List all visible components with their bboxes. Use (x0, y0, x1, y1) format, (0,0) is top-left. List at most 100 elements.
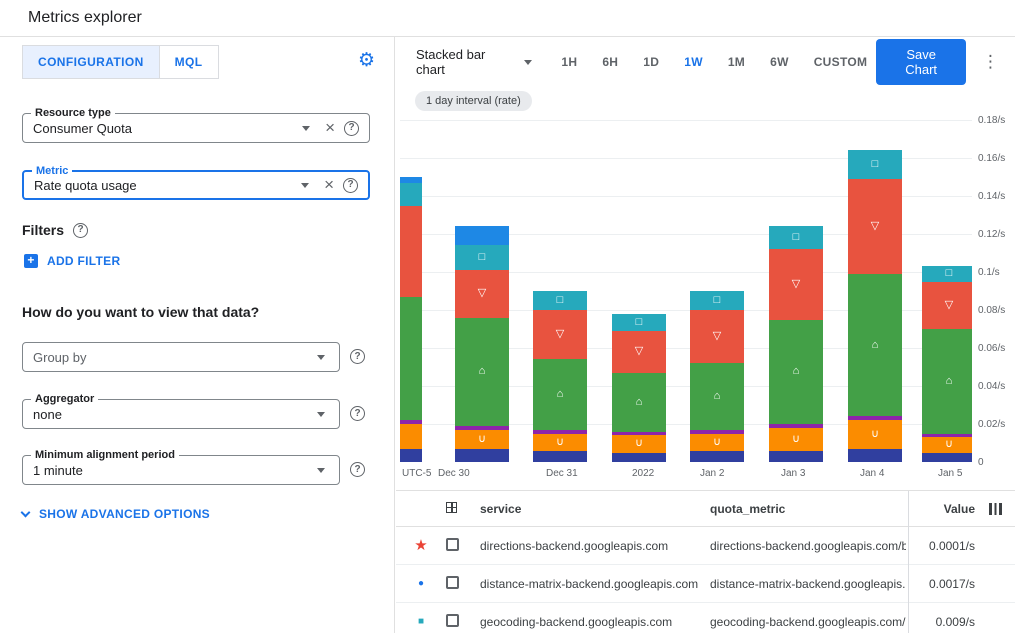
dropdown-caret-icon[interactable] (302, 125, 311, 131)
bar-segment-red[interactable]: ▽ (922, 281, 972, 330)
bar-segment-red[interactable]: ▽ (400, 205, 422, 297)
bar-segment-teal[interactable]: □ (922, 266, 972, 282)
bar-segment-orange[interactable]: ∪ (400, 424, 422, 449)
interval-chip[interactable]: 1 day interval (rate) (415, 91, 532, 111)
time-range-1h[interactable]: 1H (552, 49, 586, 75)
bar-segment-teal[interactable]: □ (848, 150, 902, 179)
help-icon[interactable]: ? (343, 177, 358, 193)
bar-segment-purple[interactable] (455, 425, 509, 430)
bar-segment-green[interactable]: ⌂ (455, 317, 509, 426)
table-row[interactable]: ■ geocoding-backend.googleapis.com geocodi… (396, 603, 1015, 633)
row-checkbox[interactable] (446, 575, 459, 589)
bar-segment-green[interactable]: ⌂ (769, 319, 823, 425)
table-row[interactable]: ★ directions-backend.googleapis.com direct… (396, 527, 1015, 565)
bar-segment-purple[interactable] (848, 416, 902, 421)
alignment-period-select[interactable]: Minimum alignment period 1 minute (22, 448, 340, 485)
bar-segment-navy[interactable] (533, 450, 587, 462)
aggregator-select[interactable]: Aggregator none (22, 392, 340, 429)
bar-segment-green[interactable]: ⌂ (690, 363, 744, 430)
tab-mql[interactable]: MQL (159, 45, 219, 79)
bar-segment-orange[interactable]: ∪ (769, 427, 823, 451)
chart-type-select[interactable]: Stacked bar chart (416, 47, 536, 77)
bar-segment-red[interactable]: ▽ (533, 310, 587, 360)
group-by-select[interactable]: Group by (22, 342, 340, 372)
bar-segment-navy[interactable] (922, 452, 972, 462)
bar-segment-teal[interactable]: □ (455, 245, 509, 271)
bar-segment-green[interactable]: ⌂ (922, 329, 972, 434)
bar-segment-orange[interactable]: ∪ (612, 435, 666, 453)
help-icon[interactable]: ? (350, 349, 365, 364)
bar-segment-red[interactable]: ▽ (769, 249, 823, 320)
table-row[interactable]: ● distance-matrix-backend.googleapis.com d… (396, 565, 1015, 603)
stacked-bar-dec-30[interactable]: ∪ ⌂ ▽ □ (455, 226, 509, 462)
row-checkbox[interactable] (446, 537, 459, 551)
bar-segment-teal[interactable]: □ (533, 291, 587, 311)
tab-configuration[interactable]: CONFIGURATION (22, 45, 160, 79)
stacked-bar-jan-5[interactable]: ∪ ⌂ ▽ □ (922, 266, 972, 462)
stacked-bar-dec-31[interactable]: ∪ ⌂ ▽ □ (533, 291, 587, 462)
col-quota-metric[interactable]: quota_metric (710, 501, 786, 516)
bar-segment-navy[interactable] (455, 448, 509, 462)
column-settings-icon[interactable] (989, 503, 1002, 515)
series-grid-icon[interactable] (446, 501, 457, 513)
bar-segment-navy[interactable] (690, 450, 744, 462)
bar-segment-red[interactable]: ▽ (690, 310, 744, 364)
help-icon[interactable]: ? (344, 120, 359, 136)
save-chart-button[interactable]: Save Chart (876, 39, 966, 85)
time-range-1d[interactable]: 1D (634, 49, 668, 75)
bar-segment-orange[interactable]: ∪ (848, 420, 902, 449)
stacked-bar-jan-3[interactable]: ∪ ⌂ ▽ □ (769, 226, 823, 462)
bar-segment-purple[interactable] (690, 429, 744, 434)
bar-segment-orange[interactable]: ∪ (455, 429, 509, 449)
resource-type-select[interactable]: Resource type Consumer Quota × ? (22, 106, 370, 143)
col-service[interactable]: service (480, 501, 522, 516)
stacked-bar-dec-29[interactable]: ∪ ⌂▽□ (400, 177, 422, 462)
bar-segment-red[interactable]: ▽ (455, 270, 509, 318)
time-range-6h[interactable]: 6H (593, 49, 627, 75)
help-icon[interactable]: ? (73, 222, 89, 238)
row-checkbox[interactable] (446, 613, 459, 627)
bar-segment-purple[interactable] (533, 429, 587, 434)
bar-segment-navy[interactable] (769, 450, 823, 462)
settings-gear-icon[interactable]: ⚙ (358, 50, 376, 71)
help-icon[interactable]: ? (350, 462, 365, 477)
time-range-custom[interactable]: CUSTOM (805, 49, 877, 75)
clear-icon[interactable]: × (325, 117, 335, 137)
bar-segment-teal[interactable]: □ (769, 226, 823, 250)
add-filter-button[interactable]: + ADD FILTER (24, 254, 120, 268)
dropdown-caret-icon[interactable] (317, 411, 325, 417)
dropdown-caret-icon[interactable] (301, 182, 310, 188)
dropdown-caret-icon[interactable] (317, 467, 325, 473)
metric-select[interactable]: Metric Rate quota usage × ? (22, 164, 370, 200)
clear-icon[interactable]: × (324, 174, 334, 194)
show-advanced-options[interactable]: SHOW ADVANCED OPTIONS (20, 507, 210, 521)
time-range-6w[interactable]: 6W (761, 49, 798, 75)
bar-segment-navy[interactable] (400, 448, 422, 462)
stacked-bar-jan-4[interactable]: ∪ ⌂ ▽ □ (848, 150, 902, 462)
time-range-1m[interactable]: 1M (719, 49, 754, 75)
bar-segment-teal[interactable]: □ (612, 313, 666, 331)
time-range-1w[interactable]: 1W (675, 49, 712, 75)
bar-segment-purple[interactable] (400, 420, 422, 425)
help-icon[interactable]: ? (350, 406, 365, 421)
bar-segment-green[interactable]: ⌂ (612, 372, 666, 432)
bar-segment-orange[interactable]: ∪ (922, 437, 972, 453)
bar-segment-green[interactable]: ⌂ (533, 359, 587, 430)
bar-segment-orange[interactable]: ∪ (533, 433, 587, 451)
bar-segment-orange[interactable]: ∪ (690, 433, 744, 451)
bar-segment-teal[interactable]: □ (690, 291, 744, 311)
bar-segment-green[interactable]: ⌂ (848, 273, 902, 417)
overflow-menu-icon[interactable]: ⋮ (982, 52, 999, 71)
bar-segment-navy[interactable] (848, 448, 902, 462)
bar-segment-teal[interactable]: □ (400, 182, 422, 206)
bar-segment-blue[interactable] (400, 177, 422, 183)
bar-segment-green[interactable]: ⌂ (400, 296, 422, 421)
stacked-bar-jan-2[interactable]: ∪ ⌂ ▽ □ (690, 291, 744, 462)
dropdown-caret-icon[interactable] (317, 354, 325, 360)
stacked-bar-jan-1-2022[interactable]: ∪ ⌂ ▽ □ (612, 313, 666, 462)
col-value[interactable]: Value (943, 501, 975, 516)
bar-segment-purple[interactable] (769, 424, 823, 428)
bar-segment-red[interactable]: ▽ (848, 178, 902, 274)
bar-segment-navy[interactable] (612, 452, 666, 462)
bar-segment-red[interactable]: ▽ (612, 330, 666, 373)
